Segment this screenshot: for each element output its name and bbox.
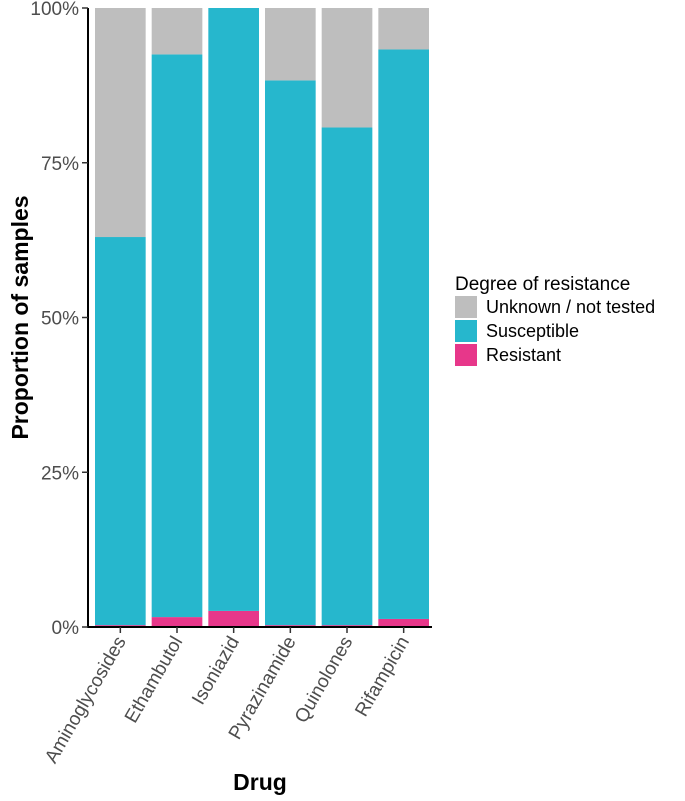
y-tick-label: 0%: [52, 618, 80, 639]
bar-rifampicin-resistant: [378, 618, 429, 627]
x-tick-label: Aminoglycosides: [41, 633, 130, 767]
y-ticks: 0% 25% 50% 75% 100%: [30, 0, 88, 639]
bar-aminoglycosides-unknown-not-tested: [95, 8, 146, 238]
bar-aminoglycosides-susceptible: [95, 237, 146, 626]
bar-rifampicin-susceptible: [378, 49, 429, 619]
bar-pyrazinamide-unknown-not-tested: [265, 8, 316, 81]
legend-swatch: [455, 320, 477, 342]
y-tick-label: 25%: [41, 463, 79, 484]
bar-ethambutol-unknown-not-tested: [151, 8, 203, 55]
legend-label: Susceptible: [486, 321, 579, 341]
bars-layer: [95, 8, 429, 627]
bar-quinolones-susceptible: [321, 127, 373, 626]
x-tick-label: Quinolones: [291, 633, 357, 727]
y-axis-title: Proportion of samples: [7, 195, 33, 439]
bar-isoniazid-susceptible: [208, 8, 259, 611]
y-tick-label: 50%: [41, 309, 79, 330]
x-tick-label: Rifampicin: [351, 633, 414, 720]
legend-label: Resistant: [486, 345, 561, 365]
y-tick-label: 100%: [30, 0, 79, 20]
bar-ethambutol-resistant: [151, 617, 203, 627]
legend-label: Unknown / not tested: [486, 297, 655, 317]
bar-pyrazinamide-susceptible: [265, 80, 316, 626]
bar-quinolones-unknown-not-tested: [321, 8, 373, 128]
y-tick-label: 75%: [41, 154, 79, 175]
legend-swatch: [455, 344, 477, 366]
legend-title: Degree of resistance: [455, 274, 630, 295]
legend: Degree of resistance Unknown / not teste…: [455, 274, 655, 366]
legend-swatch: [455, 296, 477, 318]
x-axis-title: Drug: [233, 769, 287, 795]
bar-isoniazid-resistant: [208, 610, 259, 627]
x-tick-label: Isoniazid: [188, 633, 244, 708]
x-tick-label: Ethambutol: [121, 633, 187, 727]
bar-rifampicin-unknown-not-tested: [378, 8, 429, 50]
bar-ethambutol-susceptible: [151, 54, 203, 618]
